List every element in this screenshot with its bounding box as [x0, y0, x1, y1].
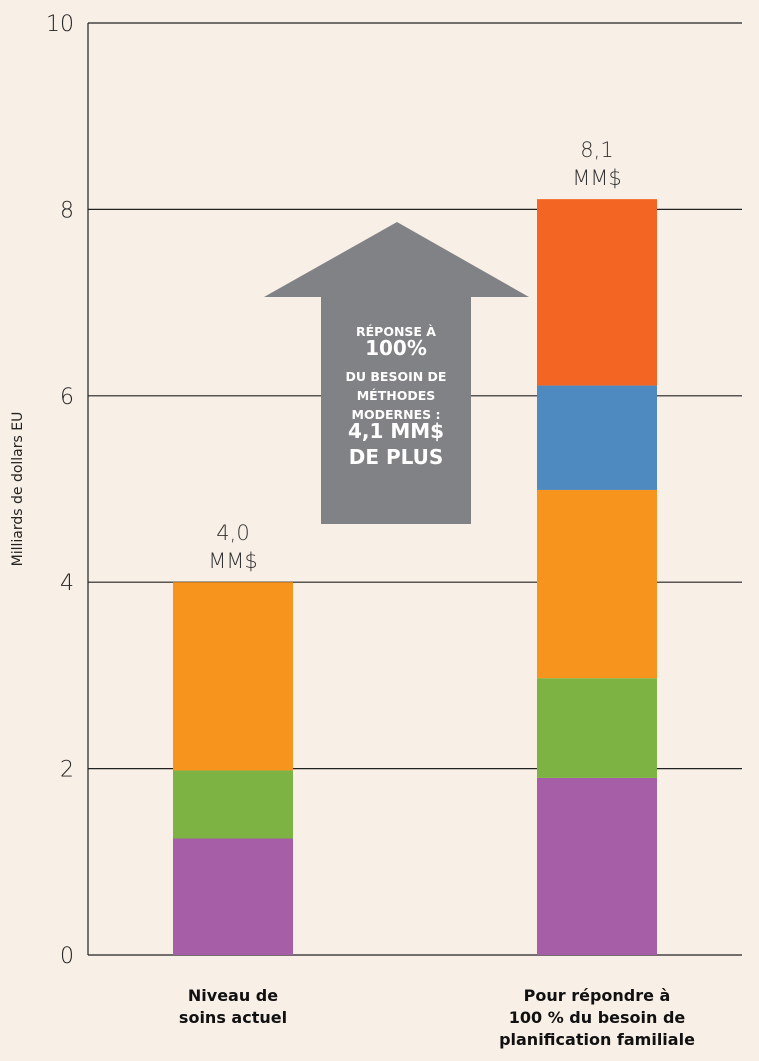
bar-segment: [537, 777, 657, 955]
bar-segment: [537, 678, 657, 778]
annotation-text: DE PLUS: [349, 445, 444, 469]
x-category-label: Pour répondre à: [524, 986, 671, 1005]
bar-segment: [173, 582, 293, 771]
up-arrow-shape: [264, 222, 529, 524]
bar-segment: [173, 770, 293, 839]
y-tick-label: 10: [46, 12, 74, 37]
bar-layer: [173, 199, 657, 955]
label-layer: 0 2 4 6 8 10 Milliards de dollars EU 4,0 MM$ Nive…: [10, 12, 695, 1049]
bar-total-label: 4,0: [216, 521, 249, 545]
bar-segment: [537, 489, 657, 679]
annotation-text: 100%: [365, 336, 427, 360]
annotation-text: MODERNES :: [352, 407, 441, 422]
bar-total-label: MM$: [572, 166, 622, 190]
bar-segment: [537, 199, 657, 386]
x-category-label: Niveau de: [188, 986, 278, 1005]
annotation-text: MÉTHODES: [357, 388, 436, 403]
x-category-label: soins actuel: [179, 1008, 287, 1027]
x-category-label: planification familiale: [499, 1030, 695, 1049]
y-tick-label: 0: [60, 944, 74, 969]
y-tick-label: 8: [60, 198, 74, 223]
y-tick-label: 2: [60, 758, 74, 783]
annotation-text: RÉPONSE À: [356, 324, 436, 339]
bar-segment: [537, 385, 657, 490]
bar-total-label: MM$: [208, 549, 258, 573]
bar-segment: [173, 838, 293, 955]
x-category-label: 100 % du besoin de: [509, 1008, 686, 1027]
annotation-text: DU BESOIN DE: [346, 369, 447, 384]
y-tick-label: 6: [60, 385, 74, 410]
y-axis-title: Milliards de dollars EU: [10, 412, 26, 567]
annotation-text: 4,1 MM$: [348, 419, 444, 443]
bar-total-label: 8,1: [580, 138, 613, 162]
y-tick-label: 4: [60, 571, 74, 596]
